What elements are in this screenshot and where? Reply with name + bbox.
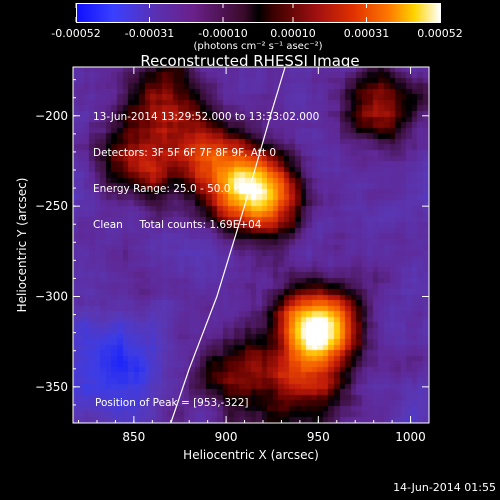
annotation-block: 13-Jun-2014 13:29:52.000 to 13:33:02.000… [93, 87, 319, 243]
y-tick-label: −250 [35, 199, 68, 213]
annotation-detectors: Detectors: 3F 5F 6F 7F 8F 9F, Att 0 [93, 147, 277, 159]
y-tick-label: −200 [35, 109, 68, 123]
colorbar-tick-label: -0.00010 [198, 27, 247, 40]
annotation-time-range: 13-Jun-2014 13:29:52.000 to 13:33:02.000 [93, 111, 320, 123]
colorbar-axis: -0.00052 -0.00031 -0.00010 0.00010 0.00031 0.… [51, 3, 463, 52]
peak-position-label: Position of Peak = [953,-322] [95, 397, 249, 409]
x-tick-label: 900 [215, 430, 238, 444]
plot-frame [72, 66, 430, 424]
colorbar-tick-label: -0.00031 [125, 27, 174, 40]
solar-limb-line [170, 66, 286, 424]
annotation-counts: Clean Total counts: 1.69E+04 [93, 219, 262, 231]
y-axis-label: Heliocentric Y (arcsec) [15, 177, 29, 313]
y-tick-label: −300 [35, 290, 68, 304]
colorbar-tick-label: -0.00052 [51, 27, 100, 40]
colorbar-tick-label: 0.00052 [417, 27, 463, 40]
x-tick-label: 850 [122, 430, 145, 444]
x-axis-label: Heliocentric X (arcsec) [183, 448, 319, 462]
colorbar-tick-label: 0.00010 [270, 27, 316, 40]
colorbar-tick-label: 0.00031 [344, 27, 390, 40]
footer-timestamp: 14-Jun-2014 01:55 [393, 481, 496, 494]
heatmap-image [73, 67, 429, 423]
y-tick-label: −350 [35, 380, 68, 394]
x-tick-label: 950 [307, 430, 330, 444]
annotation-energy-range: Energy Range: 25.0 - 50.0 keV [93, 183, 254, 195]
colorbar-unit-label: (photons cm⁻² s⁻¹ asec⁻²) [193, 41, 322, 52]
x-tick-label: 1000 [395, 430, 426, 444]
colorbar [76, 3, 441, 23]
chart-title: Reconstructed RHESSI Image [140, 52, 360, 70]
